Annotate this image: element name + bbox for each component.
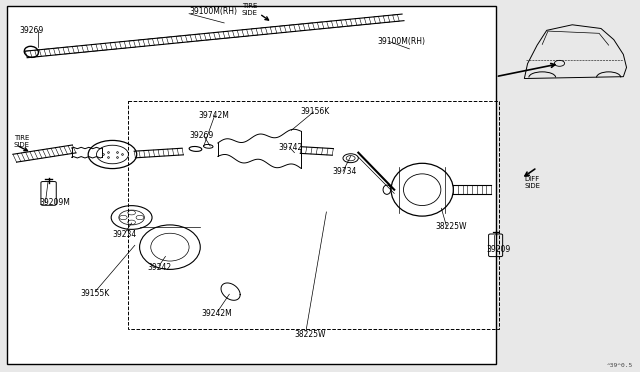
Text: 39242: 39242 — [148, 263, 172, 272]
Text: 39100M(RH): 39100M(RH) — [378, 37, 426, 46]
Polygon shape — [110, 42, 116, 49]
Text: 39742M: 39742M — [198, 111, 230, 120]
Text: ^39^0.5: ^39^0.5 — [607, 363, 633, 368]
Polygon shape — [186, 35, 192, 42]
Polygon shape — [223, 31, 230, 38]
Polygon shape — [54, 48, 60, 55]
Polygon shape — [214, 32, 220, 39]
Polygon shape — [270, 26, 277, 33]
Polygon shape — [138, 39, 145, 46]
Polygon shape — [308, 23, 314, 30]
Text: 39156K: 39156K — [301, 108, 330, 116]
Polygon shape — [242, 29, 248, 36]
FancyBboxPatch shape — [7, 6, 495, 364]
Polygon shape — [72, 46, 79, 53]
Polygon shape — [383, 16, 390, 23]
Polygon shape — [120, 41, 126, 48]
Polygon shape — [326, 21, 333, 28]
Text: 39734: 39734 — [333, 167, 357, 176]
Polygon shape — [63, 47, 70, 54]
Polygon shape — [336, 20, 343, 27]
Text: 39100M(RH): 39100M(RH) — [189, 7, 237, 16]
Text: 39209: 39209 — [486, 244, 510, 253]
Polygon shape — [232, 30, 239, 37]
Polygon shape — [44, 49, 51, 56]
Polygon shape — [289, 25, 296, 32]
Text: 38225W: 38225W — [294, 330, 326, 339]
Text: 38225W: 38225W — [435, 222, 467, 231]
Polygon shape — [25, 51, 32, 58]
Polygon shape — [204, 33, 211, 40]
Polygon shape — [100, 43, 108, 50]
Polygon shape — [252, 28, 258, 35]
Polygon shape — [92, 44, 98, 51]
Polygon shape — [157, 38, 164, 45]
Text: 39742: 39742 — [278, 142, 303, 151]
Polygon shape — [364, 17, 371, 25]
Text: 39209M: 39209M — [39, 198, 70, 207]
Polygon shape — [280, 26, 286, 33]
Text: 39269: 39269 — [189, 131, 213, 141]
Polygon shape — [195, 34, 202, 41]
Polygon shape — [346, 19, 352, 26]
Polygon shape — [148, 39, 154, 46]
Polygon shape — [392, 15, 399, 22]
Polygon shape — [317, 22, 324, 29]
Text: TIRE
SIDE: TIRE SIDE — [242, 3, 258, 16]
Polygon shape — [35, 50, 42, 57]
Polygon shape — [355, 18, 362, 25]
Text: 39269: 39269 — [20, 26, 44, 35]
Polygon shape — [129, 41, 136, 48]
Text: 39242M: 39242M — [202, 310, 232, 318]
Polygon shape — [166, 37, 173, 44]
Polygon shape — [260, 28, 268, 35]
Text: 39155K: 39155K — [81, 289, 110, 298]
Polygon shape — [176, 36, 182, 43]
Polygon shape — [82, 45, 88, 52]
Text: 39234: 39234 — [113, 230, 137, 239]
Polygon shape — [298, 24, 305, 31]
Text: DIFF
SIDE: DIFF SIDE — [524, 176, 540, 189]
Text: TIRE
SIDE: TIRE SIDE — [13, 135, 29, 148]
Polygon shape — [374, 16, 380, 23]
